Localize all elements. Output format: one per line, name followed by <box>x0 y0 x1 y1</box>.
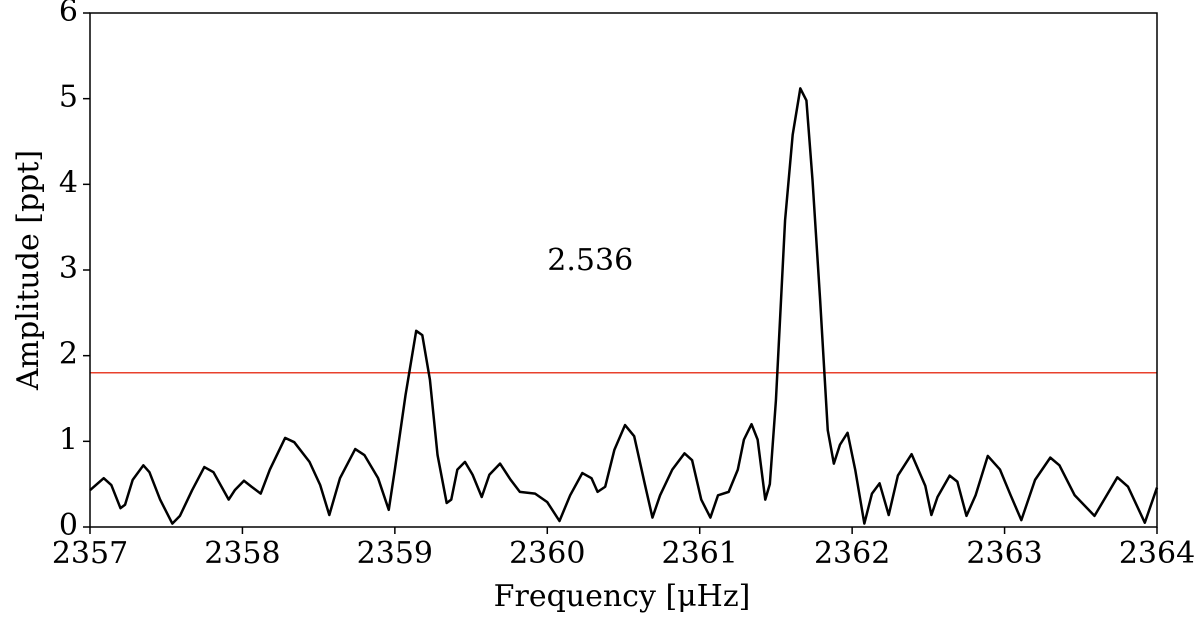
x-tick-label: 2364 <box>1119 536 1195 571</box>
y-tick-label: 2 <box>59 337 78 372</box>
y-tick-label: 0 <box>59 508 78 543</box>
x-tick-label: 2361 <box>662 536 738 571</box>
annotation: 2.536 <box>547 243 633 278</box>
x-tick-label: 2363 <box>966 536 1042 571</box>
y-tick-label: 3 <box>59 251 78 286</box>
data-line <box>89 87 1159 525</box>
x-axis-label: Frequency [μHz] <box>494 579 751 614</box>
y-tick-label: 6 <box>59 0 78 29</box>
x-tick-label: 2358 <box>204 536 280 571</box>
y-axis-label: Amplitude [ppt] <box>11 150 46 391</box>
plot-frame <box>89 12 1158 528</box>
x-tick-label: 2360 <box>509 536 585 571</box>
y-tick-label: 4 <box>59 165 78 200</box>
x-tick-label: 2359 <box>357 536 433 571</box>
x-tick-label: 2362 <box>814 536 890 571</box>
y-tick-label: 1 <box>59 422 78 457</box>
x-tick-label: 2357 <box>52 536 128 571</box>
y-tick-label: 5 <box>59 80 78 115</box>
